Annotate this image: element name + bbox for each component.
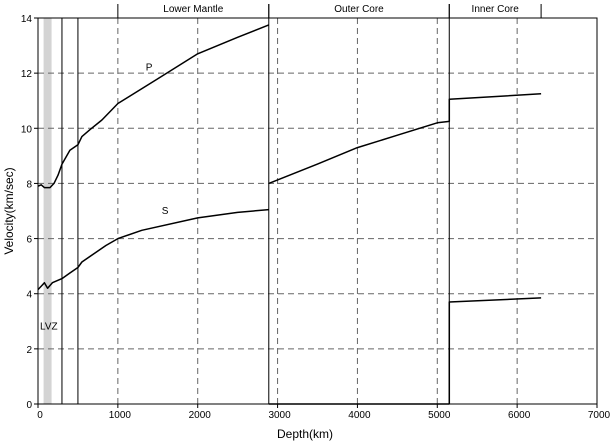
lvz-band <box>43 18 52 404</box>
series-s-line <box>448 297 542 404</box>
region-headers: Lower Mantle Outer Core Inner Core <box>117 4 542 18</box>
y-axis-ticks: 0 2 4 6 8 10 12 14 <box>21 14 38 411</box>
x-tick-label: 4000 <box>348 410 371 421</box>
x-tick-label: 2000 <box>189 410 212 421</box>
region-label: Lower Mantle <box>163 4 223 15</box>
gridlines <box>38 18 597 404</box>
x-axis-ticks: 0 1000 2000 3000 4000 5000 6000 7000 <box>37 404 610 421</box>
y-tick-label: 6 <box>26 235 32 246</box>
y-tick-label: 8 <box>26 179 32 190</box>
plot-area <box>38 18 597 404</box>
p-curve-label: P <box>146 62 153 73</box>
region-label: Inner Core <box>472 4 520 15</box>
series-p-line <box>37 24 270 189</box>
series-s-line <box>37 208 269 291</box>
s-curve-label: S <box>162 206 169 217</box>
plot-frame <box>37 17 598 405</box>
y-tick-label: 4 <box>26 290 32 301</box>
x-tick-label: 1000 <box>109 410 132 421</box>
lvz-label: LVZ <box>40 321 58 332</box>
x-tick-label: 7000 <box>588 410 610 421</box>
y-tick-label: 0 <box>26 400 32 411</box>
y-tick-label: 12 <box>21 69 33 80</box>
x-tick-label: 6000 <box>508 410 531 421</box>
series-p-line <box>268 93 542 185</box>
y-tick-label: 10 <box>21 124 33 135</box>
y-tick-label: 14 <box>21 14 33 25</box>
x-tick-label: 0 <box>37 410 43 421</box>
region-label: Outer Core <box>334 4 384 15</box>
y-tick-label: 2 <box>26 345 32 356</box>
x-tick-label: 3000 <box>268 410 291 421</box>
x-axis-title: Depth(km) <box>277 427 333 441</box>
y-axis-title: Velocity(km/sec) <box>2 167 16 254</box>
x-tick-label: 5000 <box>428 410 451 421</box>
